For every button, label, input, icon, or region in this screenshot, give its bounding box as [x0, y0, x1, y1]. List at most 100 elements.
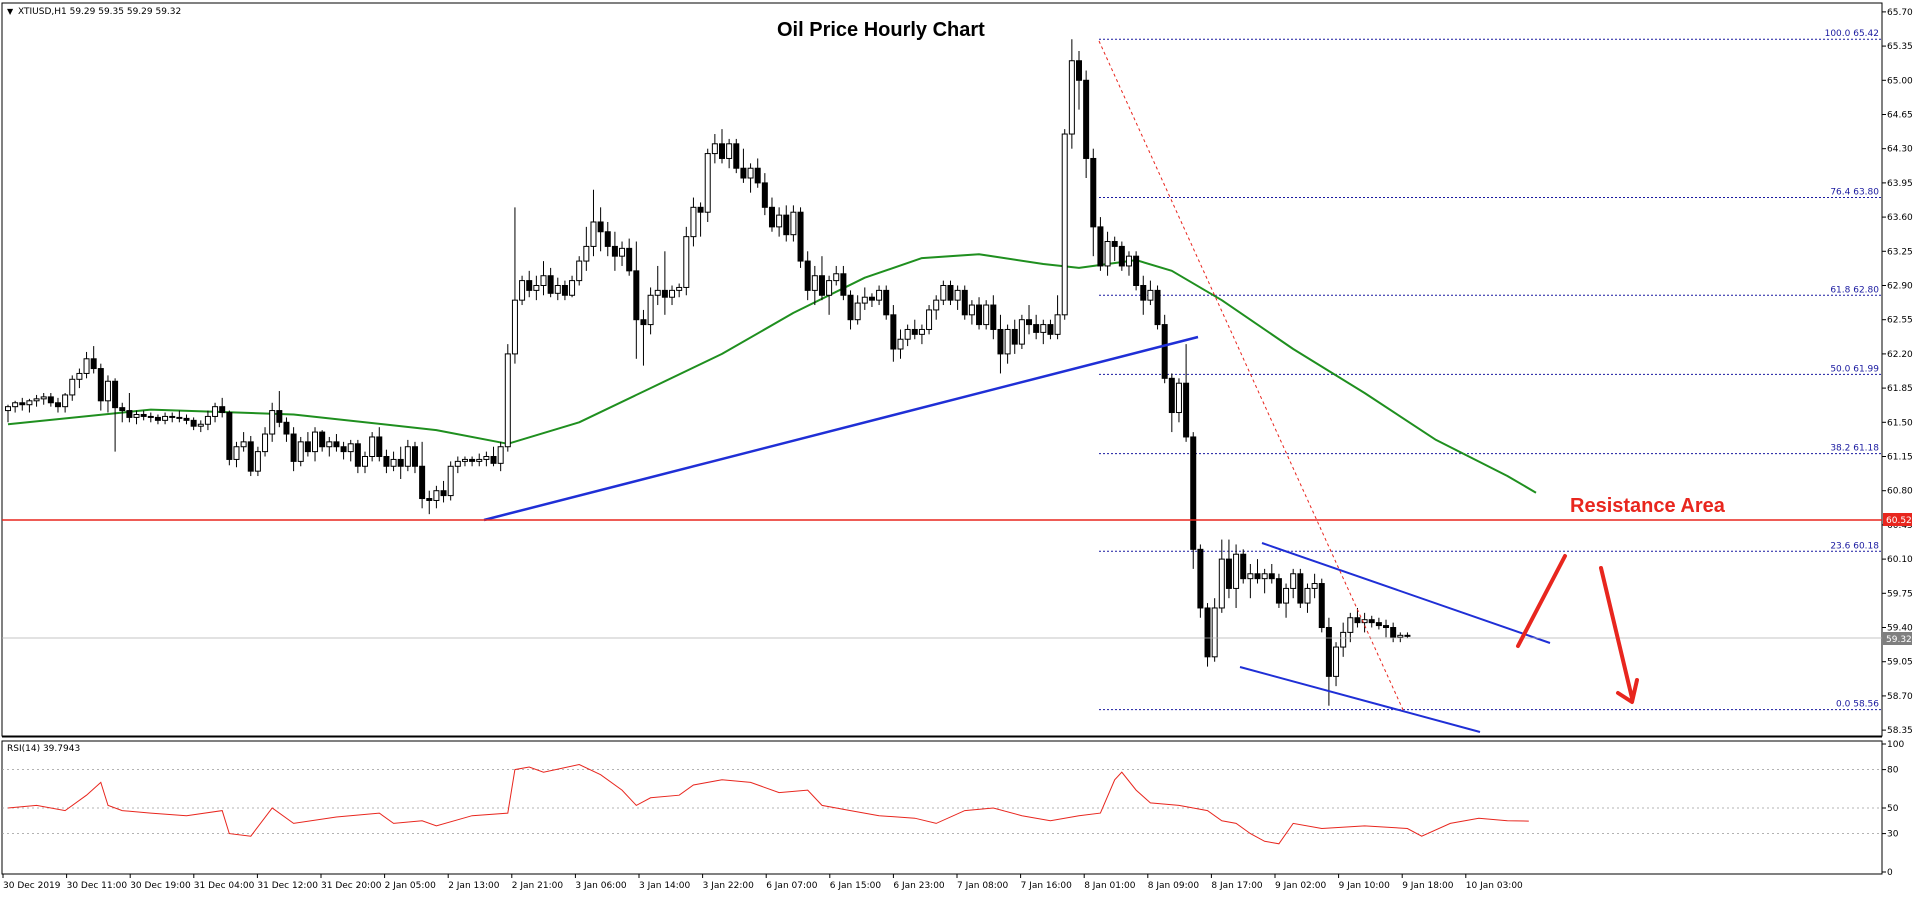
candle-72	[519, 275, 526, 306]
candle-138	[990, 295, 997, 340]
candle-body-119	[854, 302, 861, 321]
y-tick-label-21: 58.35	[1887, 726, 1913, 736]
candle-body-2	[19, 402, 26, 406]
candle-body-81	[583, 245, 590, 262]
candle-body-34	[247, 441, 254, 472]
candle-body-3	[26, 400, 33, 406]
candle-body-80	[576, 260, 583, 282]
moving-average-layer	[7, 253, 1537, 494]
candle-body-88	[633, 270, 640, 321]
x-tick-label-0: 30 Dec 2019	[3, 881, 61, 891]
x-tick-label-13: 6 Jan 15:00	[830, 881, 882, 891]
candle-body-49	[354, 443, 361, 467]
candle-116	[833, 265, 840, 286]
candle-body-141	[1011, 328, 1018, 345]
candle-body-154	[1104, 241, 1111, 267]
candle-body-168	[1204, 607, 1211, 658]
candle-body-155	[1111, 241, 1118, 247]
candle-103	[740, 148, 747, 183]
candle-body-11	[83, 358, 90, 374]
candle-79	[569, 275, 576, 298]
annotation-resistance-area: Resistance Area	[1570, 495, 1726, 517]
x-tick-label-10: 3 Jan 14:00	[639, 881, 691, 891]
candle-177	[1268, 563, 1275, 584]
candle-25	[183, 414, 190, 425]
candle-body-39	[283, 421, 290, 435]
candle-body-74	[533, 284, 540, 291]
x-tick-label-20: 9 Jan 02:00	[1275, 881, 1327, 891]
candle-body-127	[911, 328, 918, 335]
candle-84	[604, 221, 611, 257]
y-tick-label-11: 61.85	[1887, 384, 1913, 394]
candle-180	[1290, 568, 1297, 599]
rsi-tick-label-2: 50	[1887, 804, 1899, 814]
y-tick-label-10: 62.20	[1887, 350, 1913, 360]
candle-body-188	[1347, 617, 1354, 633]
candle-148	[1061, 129, 1068, 320]
y-tick-label-18: 59.40	[1887, 624, 1913, 634]
candle-162	[1161, 314, 1168, 384]
y-tick-label-13: 61.15	[1887, 453, 1913, 463]
candle-48	[347, 439, 354, 462]
candle-body-82	[590, 221, 597, 247]
candle-118	[847, 290, 854, 330]
candle-body-97	[697, 206, 704, 213]
candle-26	[190, 417, 197, 431]
candle-body-94	[676, 286, 683, 291]
candle-150	[1076, 50, 1082, 110]
candle-85	[611, 231, 618, 271]
candle-106	[761, 173, 768, 216]
candle-59	[426, 490, 433, 515]
candle-body-139	[997, 328, 1004, 355]
candle-body-138	[990, 304, 997, 330]
candle-50	[362, 451, 368, 474]
candle-172	[1233, 544, 1240, 608]
candles-layer	[5, 39, 1411, 706]
candle-body-173	[1240, 553, 1247, 580]
candle-body-157	[1125, 255, 1132, 267]
candle-115	[826, 275, 833, 315]
candle-body-9	[69, 378, 76, 396]
candle-body-171	[1225, 558, 1232, 589]
candle-89	[640, 309, 647, 366]
y-tick-label-8: 62.90	[1887, 281, 1913, 291]
candle-body-57	[411, 446, 418, 467]
candle-9	[69, 375, 76, 401]
candle-body-187	[1340, 631, 1347, 648]
candle-95	[683, 226, 690, 296]
candle-107	[768, 197, 775, 232]
candle-body-152	[1090, 157, 1097, 228]
candle-body-31	[226, 412, 233, 460]
candle-body-43	[312, 431, 319, 453]
candle-129	[926, 305, 933, 335]
support-trendline[interactable]	[483, 335, 1199, 522]
x-tick-label-9: 3 Jan 06:00	[575, 881, 627, 891]
candle-body-149	[1068, 60, 1075, 135]
candle-191	[1368, 615, 1375, 628]
candle-body-181	[1297, 573, 1304, 604]
x-tick-label-5: 31 Dec 20:00	[321, 881, 382, 891]
candle-body-121	[868, 296, 875, 301]
candle-body-18	[133, 413, 140, 418]
candle-body-27	[197, 423, 204, 427]
candle-166	[1190, 432, 1197, 569]
candle-body-15	[112, 380, 119, 409]
candle-body-128	[918, 328, 925, 335]
candle-94	[676, 283, 683, 298]
candle-137	[983, 300, 990, 330]
candle-165	[1183, 344, 1190, 442]
candle-14	[104, 375, 111, 413]
candle-body-79	[569, 280, 576, 296]
candle-body-126	[904, 328, 911, 340]
candle-body-16	[119, 407, 126, 412]
channel-lower-line[interactable]	[1239, 666, 1481, 733]
candle-body-142	[1018, 319, 1025, 345]
candle-body-177	[1268, 573, 1275, 580]
candle-body-66	[476, 458, 483, 462]
candle-body-93	[669, 289, 676, 298]
x-tick-label-16: 7 Jan 16:00	[1021, 881, 1073, 891]
candle-105	[754, 158, 761, 188]
x-tick-label-19: 8 Jan 17:00	[1211, 881, 1263, 891]
channel-upper-line[interactable]	[1261, 542, 1551, 644]
candle-47	[340, 441, 347, 460]
